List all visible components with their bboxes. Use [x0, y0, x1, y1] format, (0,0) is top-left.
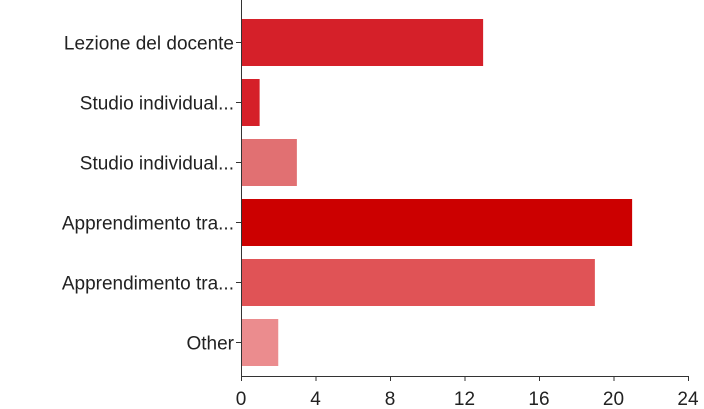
- x-tick-label-4: 16: [528, 389, 549, 409]
- x-tick-label-1: 4: [310, 389, 321, 409]
- x-tick-label-5: 20: [603, 389, 624, 409]
- category-label-1: Studio individual...: [80, 94, 234, 115]
- category-label-0: Lezione del docente: [64, 34, 234, 55]
- labels: Lezione del docente Studio individual... S…: [62, 34, 699, 409]
- bar-0: [241, 19, 484, 66]
- x-tick-label-6: 24: [677, 389, 699, 409]
- x-tick-label-3: 12: [454, 389, 475, 409]
- x-tick-label-2: 8: [385, 389, 396, 409]
- bar-1: [241, 79, 260, 126]
- category-label-4: Apprendimento tra...: [62, 274, 234, 295]
- axes: [236, 0, 689, 381]
- x-tick-label-0: 0: [236, 389, 247, 409]
- category-label-5: Other: [186, 334, 234, 355]
- bar-4: [241, 259, 595, 306]
- category-label-2: Studio individual...: [80, 154, 234, 175]
- bar-5: [241, 319, 279, 366]
- bars: [241, 19, 633, 366]
- category-label-3: Apprendimento tra...: [62, 214, 234, 235]
- bar-3: [241, 199, 633, 246]
- bar-2: [241, 139, 297, 186]
